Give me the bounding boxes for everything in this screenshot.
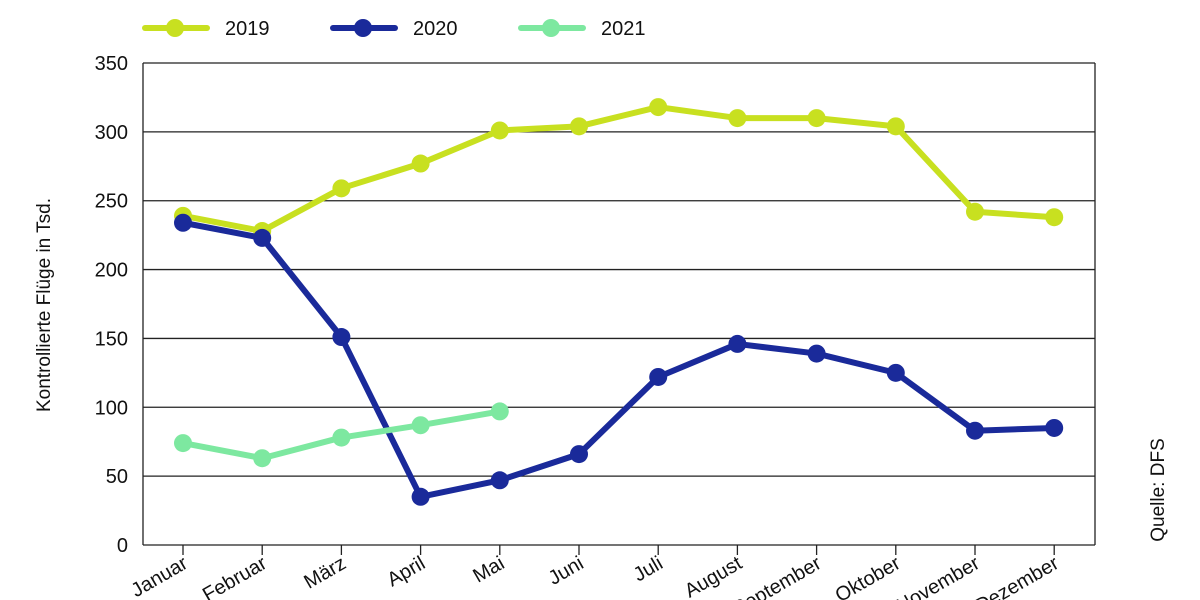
legend-label: 2021 <box>601 18 646 40</box>
data-point <box>332 179 351 198</box>
series-group <box>174 98 1064 506</box>
y-tick-label: 50 <box>106 466 128 488</box>
data-point <box>807 344 826 363</box>
data-point <box>490 402 509 421</box>
data-point <box>253 228 272 247</box>
series-2019 <box>174 98 1064 241</box>
series-2021 <box>174 402 509 468</box>
data-point <box>886 363 905 382</box>
x-tick-label: Oktober <box>832 552 905 600</box>
x-tick-label: September <box>729 552 825 600</box>
data-point <box>253 449 272 468</box>
data-point <box>570 117 588 136</box>
data-point <box>174 434 192 453</box>
data-point <box>1045 418 1064 437</box>
x-tick-label: Juni <box>545 552 588 589</box>
x-tick-label: Januar <box>128 552 192 600</box>
y-tick-label: 300 <box>95 122 128 144</box>
x-tick-label: Februar <box>199 552 271 600</box>
data-point <box>411 416 430 435</box>
data-point <box>332 328 351 347</box>
y-axis-ticks: 0 50 100 150 200 250 300 350 <box>95 53 128 557</box>
x-tick-label: Dezember <box>972 552 1063 600</box>
y-tick-label: 250 <box>95 191 128 213</box>
x-tick-label: Juli <box>630 552 667 586</box>
series-2020 <box>174 213 1064 506</box>
data-point <box>649 367 668 386</box>
data-point <box>411 487 430 506</box>
data-point <box>649 98 668 117</box>
data-point <box>570 445 588 464</box>
x-tick-label: März <box>300 552 349 593</box>
legend-item-2020: 2020 <box>330 18 458 40</box>
x-tick-label: August <box>681 552 746 600</box>
data-point <box>807 109 826 128</box>
y-tick-label: 200 <box>95 260 128 282</box>
gridlines <box>142 62 1096 546</box>
data-point <box>728 109 747 128</box>
data-point <box>411 154 430 173</box>
data-point <box>886 117 905 136</box>
y-tick-label: 0 <box>117 535 128 557</box>
data-point <box>1045 208 1064 227</box>
data-point <box>332 428 351 447</box>
legend-swatch-marker <box>166 19 184 37</box>
data-point <box>490 121 509 140</box>
data-point <box>728 334 747 353</box>
legend-label: 2019 <box>225 18 270 40</box>
x-tick-label: November <box>893 552 984 600</box>
data-point <box>174 213 192 232</box>
source-note: Quelle: DFS <box>1148 438 1169 541</box>
x-axis-ticks: Januar Februar März April Mai Juni Juli AugustS… <box>128 545 1063 600</box>
x-tick-label: Mai <box>469 552 508 587</box>
y-tick-label: 150 <box>95 328 128 350</box>
legend: 2019 2020 2021 <box>142 18 646 40</box>
y-axis-label: Kontrollierte Flüge in Tsd. <box>34 198 55 412</box>
legend-label: 2020 <box>413 18 458 40</box>
series-line <box>180 104 1058 235</box>
series-line <box>180 219 1058 500</box>
legend-swatch-marker <box>542 19 560 37</box>
legend-item-2021: 2021 <box>518 18 646 40</box>
x-tick-label: April <box>383 552 429 591</box>
legend-item-2019: 2019 <box>142 18 270 40</box>
data-point <box>966 421 984 440</box>
data-point <box>966 202 984 221</box>
data-point <box>490 471 509 490</box>
y-tick-label: 100 <box>95 397 128 419</box>
y-tick-label: 350 <box>95 53 128 75</box>
legend-swatch-marker <box>354 19 372 37</box>
